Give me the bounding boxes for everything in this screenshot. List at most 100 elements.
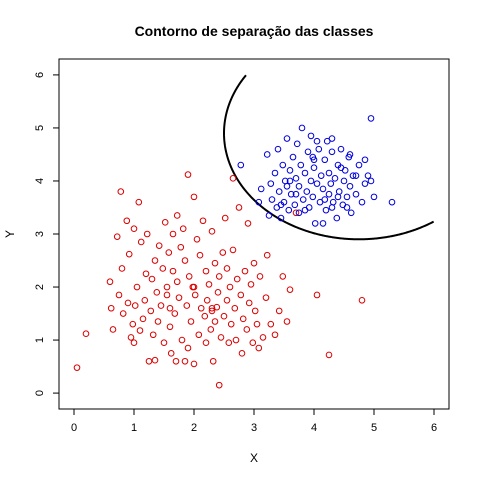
red-point	[184, 344, 192, 352]
blue-point	[335, 188, 343, 195]
blue-point	[283, 135, 291, 142]
red-point	[133, 283, 141, 291]
blue-point	[301, 206, 309, 214]
red-point	[221, 214, 229, 222]
red-point	[247, 281, 255, 288]
red-point	[207, 326, 215, 333]
blue-point	[268, 196, 276, 203]
red-point	[106, 278, 114, 286]
blue-point	[367, 115, 375, 122]
x-tick-label: 1	[131, 422, 137, 434]
blue-point	[333, 214, 341, 222]
red-point	[161, 219, 169, 226]
red-point	[241, 267, 249, 275]
red-point	[238, 350, 246, 357]
red-point	[190, 193, 198, 201]
x-tick-label: 4	[311, 422, 317, 434]
red-point	[109, 326, 117, 333]
blue-point	[307, 177, 315, 185]
red-point	[267, 320, 275, 328]
blue-point	[361, 180, 369, 187]
red-point	[181, 257, 189, 264]
red-point	[226, 283, 234, 291]
x-tick-label: 5	[371, 422, 377, 434]
red-point	[271, 331, 279, 339]
red-point	[191, 291, 199, 299]
blue-point	[388, 198, 396, 206]
red-point	[129, 320, 137, 328]
blue-point	[349, 172, 357, 179]
blue-point	[293, 140, 301, 148]
blue-point	[291, 201, 299, 209]
red-point	[223, 296, 231, 304]
blue-point	[309, 153, 317, 161]
blue-point	[304, 148, 312, 156]
x-axis: 0 1 2 3 4 5 6	[71, 409, 437, 434]
blue-point	[317, 172, 325, 179]
blue-point	[337, 164, 345, 172]
blue-point	[352, 172, 360, 179]
red-point	[154, 318, 162, 325]
red-point	[193, 236, 201, 243]
blue-point	[255, 198, 263, 206]
blue-point	[329, 198, 337, 206]
red-point	[169, 267, 177, 275]
red-point	[196, 251, 204, 259]
blue-point	[343, 204, 351, 211]
red-point	[177, 243, 185, 251]
red-point	[245, 299, 253, 307]
red-point	[139, 315, 147, 323]
blue-point	[263, 151, 271, 158]
red-point	[259, 334, 267, 341]
blue-point	[361, 156, 369, 164]
red-point	[125, 250, 133, 258]
blue-point	[325, 190, 333, 198]
red-point	[142, 270, 150, 278]
red-point	[217, 334, 225, 341]
red-point	[145, 357, 153, 365]
blue-point	[292, 190, 300, 198]
red-point	[358, 296, 366, 304]
blue-point	[265, 212, 273, 219]
contour-layer	[223, 74, 435, 241]
red-point	[286, 286, 294, 293]
red-point	[275, 307, 283, 315]
blue-point	[279, 161, 287, 169]
red-point	[279, 273, 287, 280]
red-point	[157, 302, 165, 309]
y-tick-label: 5	[34, 125, 46, 131]
blue-point	[295, 209, 303, 217]
blue-point	[358, 198, 366, 206]
blue-point	[237, 161, 245, 169]
red-point	[249, 339, 257, 347]
red-point	[160, 339, 168, 347]
red-point	[175, 294, 183, 301]
red-point	[173, 278, 181, 286]
red-point	[166, 304, 174, 312]
red-point	[209, 357, 217, 365]
blue-point	[283, 182, 291, 190]
red-point	[262, 294, 270, 301]
red-point	[124, 299, 132, 307]
red-point	[201, 312, 209, 320]
blue-point	[297, 161, 305, 169]
separation-contour	[223, 74, 435, 241]
blue-point	[347, 209, 355, 217]
blue-class-series	[237, 115, 396, 227]
blue-point	[327, 180, 335, 187]
red-point	[208, 307, 216, 315]
red-point	[211, 259, 219, 267]
red-point	[235, 204, 243, 211]
red-point	[256, 273, 264, 280]
blue-point	[286, 167, 294, 174]
blue-point	[274, 145, 282, 153]
red-point	[131, 302, 139, 309]
chart-title: Contorno de separação das classes	[135, 23, 374, 39]
red-point	[163, 283, 171, 291]
blue-point	[319, 220, 327, 227]
red-point	[214, 289, 222, 296]
red-point	[153, 289, 161, 296]
blue-point	[322, 206, 330, 214]
blue-point	[295, 182, 303, 190]
red-point	[250, 259, 258, 267]
